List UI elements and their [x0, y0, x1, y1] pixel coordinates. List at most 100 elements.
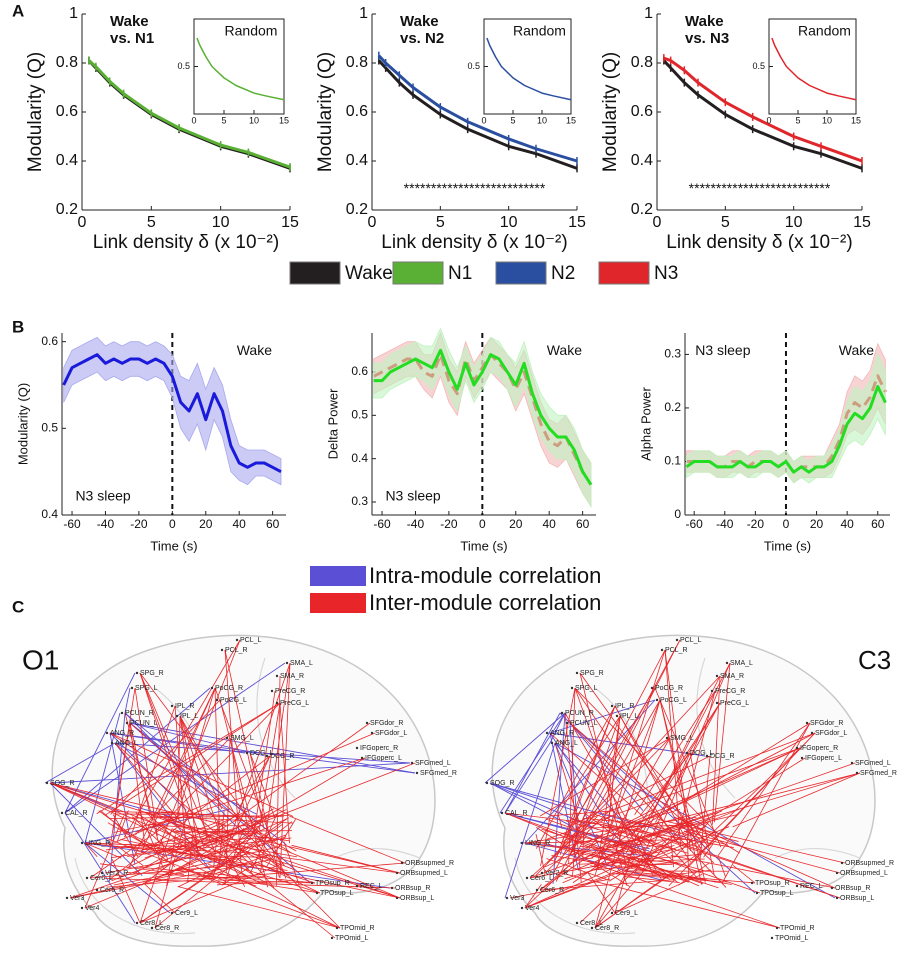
inter-module-edge	[214, 687, 220, 834]
inter-module-edge	[235, 856, 249, 870]
inter-module-edge	[574, 687, 718, 834]
inter-module-edge	[711, 675, 721, 825]
intra-module-edge	[489, 782, 577, 812]
x-tick-label: 60	[576, 517, 590, 531]
node	[650, 686, 654, 690]
inter-module-edge	[69, 870, 194, 899]
inter-module-edge	[558, 814, 563, 829]
inter-module-edge	[139, 672, 216, 854]
y-axis-label: Modularity (Q)	[600, 52, 621, 172]
significance-stars: **************************	[689, 180, 831, 196]
inter-module-edge	[113, 817, 183, 833]
node-label: ORBsup_L	[400, 895, 434, 902]
node-label: ORBsup_L	[840, 895, 874, 902]
node	[365, 721, 369, 725]
node-label: IFGoperc_R	[800, 745, 838, 752]
inter-module-edge	[99, 863, 185, 875]
inter-module-edge	[625, 871, 756, 884]
x-tick-label: 5	[795, 116, 800, 126]
node-label: IPL_L	[620, 713, 638, 720]
y-tick-label: 0.4	[351, 451, 368, 465]
inter-module-edge	[587, 871, 616, 914]
inter-module-edge	[135, 757, 366, 833]
annotation: Wake	[400, 13, 439, 30]
inter-module-edge	[623, 662, 731, 870]
y-tick-label: 0.2	[56, 201, 78, 218]
inter-module-edge	[634, 690, 716, 816]
node	[65, 896, 69, 900]
inter-module-edge	[625, 702, 721, 854]
node	[610, 911, 614, 915]
node	[210, 686, 214, 690]
node-label: IPL_R	[175, 703, 194, 710]
annotation: vs. N3	[685, 30, 729, 47]
x-axis-label: Link density δ (x 10⁻²)	[666, 232, 852, 253]
inter-module-edge	[655, 702, 721, 823]
y-tick-label: 0.3	[351, 494, 368, 508]
inter-module-edge	[662, 732, 816, 813]
inter-module-edge	[683, 830, 841, 874]
inter-module-edge	[634, 752, 691, 874]
y-axis-label: Modularity (Q)	[15, 383, 30, 465]
node-label: PreCG_R	[715, 688, 745, 695]
inter-module-edge	[595, 737, 671, 868]
node-label: PoCG_R	[215, 685, 243, 692]
intra-module-edge	[44, 742, 116, 784]
x-tick-label: 15	[566, 116, 576, 126]
inter-module-edge	[253, 690, 276, 832]
inter-module-edge	[266, 819, 296, 868]
inter-module-edge	[718, 857, 726, 877]
inter-module-edge	[231, 855, 316, 884]
inter-module-edge	[223, 662, 291, 856]
inter-module-edge	[84, 842, 98, 857]
inter-module-edge	[537, 841, 716, 883]
intra-module-edge	[554, 742, 836, 899]
inter-module-edge	[570, 699, 661, 855]
legend-label: N2	[551, 263, 575, 284]
inter-module-edge	[109, 732, 294, 817]
node-label: TPOsup_R	[755, 880, 790, 887]
node-label: SFGdor_R	[370, 720, 403, 727]
inter-module-edge	[569, 722, 727, 888]
inter-module-edge	[689, 752, 715, 876]
inter-module-edge	[111, 840, 217, 859]
intra-module-edge	[549, 712, 566, 744]
inter-module-edge	[249, 752, 280, 878]
node	[570, 686, 574, 690]
x-tick-label: 10	[785, 214, 803, 231]
y-tick-label: 0.6	[346, 103, 368, 120]
inter-module-edge	[147, 813, 284, 818]
legend-label: Wake	[345, 263, 393, 284]
node-label: ORBsup_R	[835, 885, 870, 892]
node	[615, 714, 619, 718]
y-tick-label: 0.4	[631, 152, 653, 169]
inter-module-edge	[269, 843, 401, 899]
y-tick-label: 0.6	[41, 334, 58, 348]
y-tick-label: 1	[644, 5, 653, 22]
brain-outline	[51, 634, 436, 947]
inter-module-edge	[260, 662, 291, 872]
inter-module-edge	[266, 821, 293, 842]
intra-module-edge	[124, 712, 250, 841]
node	[550, 741, 554, 745]
brain-outline	[491, 634, 876, 947]
node-label: Cer8_L	[140, 920, 163, 927]
node	[170, 704, 174, 708]
node-label: SPG_L	[135, 685, 158, 692]
inter-module-edge	[713, 662, 731, 823]
x-tick-label: -20	[440, 517, 458, 531]
node-label: PCL_L	[680, 637, 702, 644]
node	[370, 731, 374, 735]
node-label: SFGmed_R	[860, 770, 897, 777]
inter-module-edge	[129, 705, 176, 839]
x-tick-label: -40	[407, 517, 425, 531]
inter-module-edge	[124, 639, 241, 838]
annotation: Wake	[110, 13, 149, 30]
node	[725, 661, 729, 665]
legend-label: Intra-module correlation	[369, 563, 601, 588]
inter-module-edge	[546, 747, 801, 840]
inter-module-edge	[49, 782, 203, 844]
annotation: Wake	[685, 13, 724, 30]
y-tick-label: 0.5	[177, 61, 190, 71]
node-label: ORBsup_R	[395, 885, 430, 892]
